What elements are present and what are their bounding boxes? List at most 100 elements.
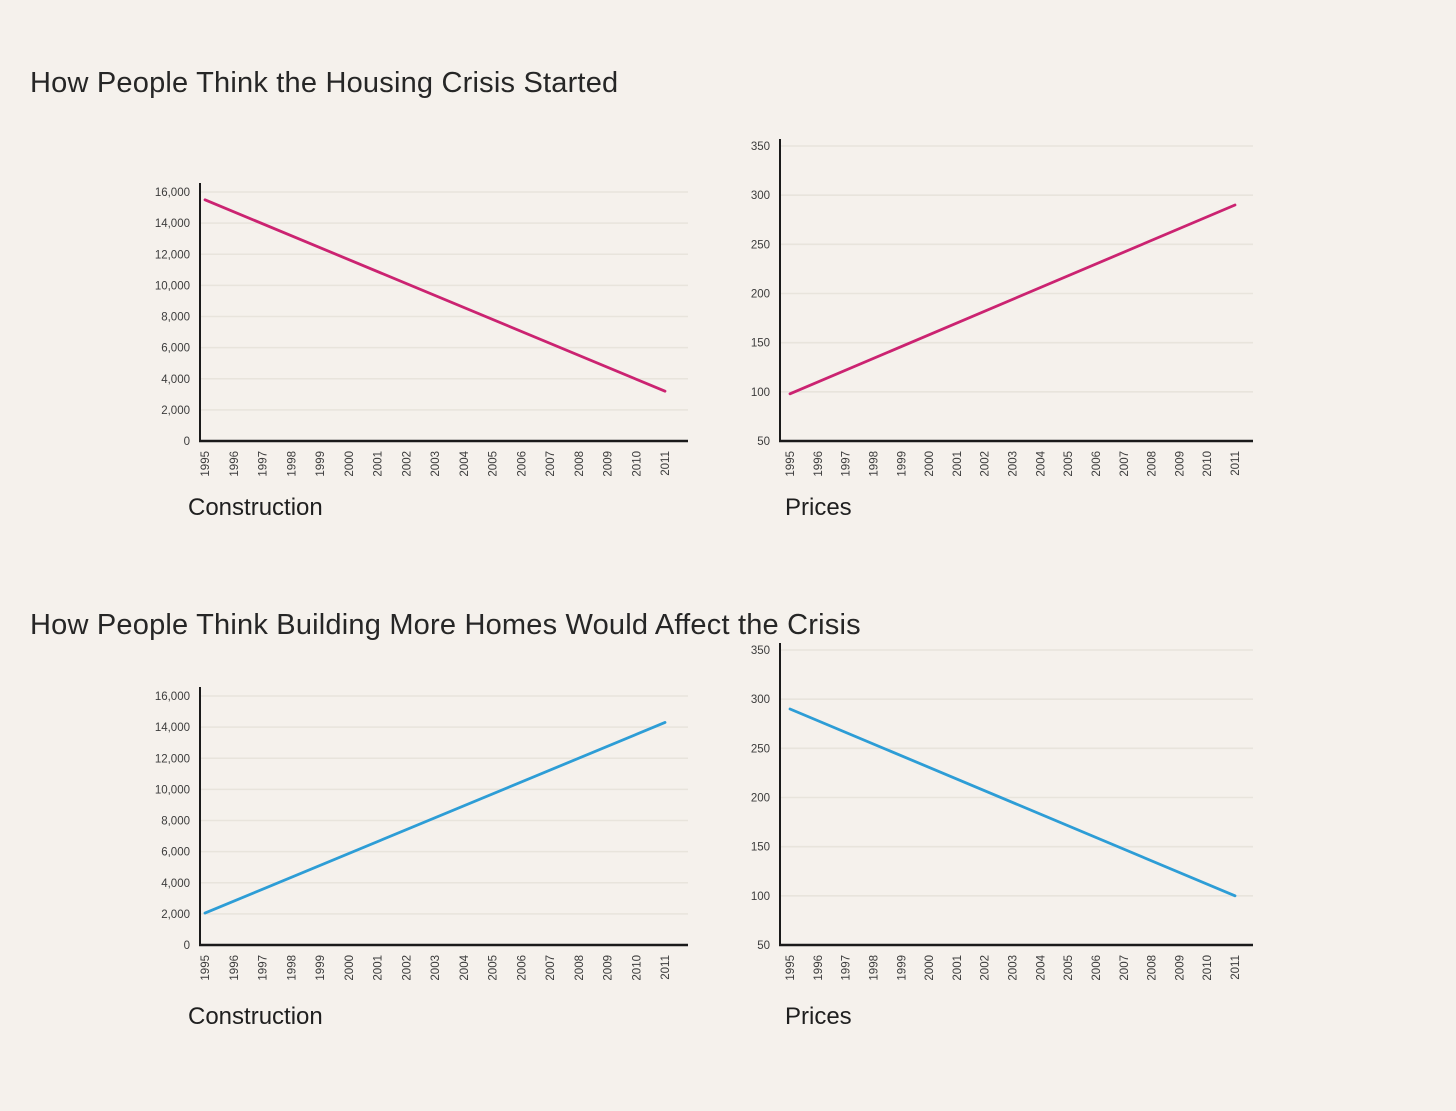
x-axis-tick-labels: 1995 1996 1997 1998 1999 2000 2001 2002 2003 2004… xyxy=(785,954,1242,980)
data-line xyxy=(788,707,1237,898)
y-tick-label: 0 xyxy=(184,436,190,448)
x-tick-label: 2008 xyxy=(574,451,586,477)
chart-crisis-started-prices: 50 100 150 200 250 300 350 1995 1996 1997 1998 1999… xyxy=(720,135,1265,485)
x-tick-label: 2003 xyxy=(1008,955,1020,981)
x-tick-label: 1996 xyxy=(229,451,241,477)
y-tick-label: 16,000 xyxy=(155,691,190,703)
x-tick-label: 2005 xyxy=(488,451,500,477)
x-tick-label: 2004 xyxy=(1035,954,1047,980)
x-tick-label: 2009 xyxy=(603,955,615,981)
x-tick-label: 2005 xyxy=(488,955,500,981)
y-tick-label: 10,000 xyxy=(155,784,190,796)
x-tick-label: 1995 xyxy=(785,451,797,477)
x-tick-label: 2004 xyxy=(459,954,471,980)
x-tick-label: 2011 xyxy=(660,955,672,980)
x-tick-label: 2010 xyxy=(1202,451,1214,477)
x-tick-label: 1997 xyxy=(841,451,853,477)
x-tick-label: 2007 xyxy=(1119,955,1131,981)
y-tick-label: 50 xyxy=(757,436,770,448)
y-tick-label: 200 xyxy=(751,289,770,301)
y-tick-label: 6,000 xyxy=(161,343,190,355)
y-axis-tick-labels: 0 2,000 4,000 6,000 8,000 10,000 12,000 14,000 1… xyxy=(155,691,190,952)
x-tick-label: 2002 xyxy=(401,451,413,477)
x-tick-label: 2001 xyxy=(373,451,385,477)
line-chart-svg: 0 2,000 4,000 6,000 8,000 10,000 12,000 14,000 1… xyxy=(155,687,688,981)
y-tick-label: 8,000 xyxy=(161,312,190,324)
x-tick-label: 1995 xyxy=(200,955,212,981)
x-tick-label: 1997 xyxy=(258,451,270,477)
x-tick-label: 2010 xyxy=(631,451,643,477)
y-axis-tick-labels: 50 100 150 200 250 300 350 xyxy=(751,141,770,448)
x-tick-label: 2006 xyxy=(1091,955,1103,981)
x-tick-label: 2004 xyxy=(459,450,471,476)
x-tick-label: 1997 xyxy=(841,955,853,981)
x-tick-label: 1997 xyxy=(258,955,270,981)
x-tick-label: 2001 xyxy=(952,451,964,477)
y-tick-label: 2,000 xyxy=(161,909,190,921)
chart-building-more-construction: 0 2,000 4,000 6,000 8,000 10,000 12,000 14,000 1… xyxy=(130,639,695,989)
x-tick-label: 1996 xyxy=(229,955,241,981)
x-tick-label: 1999 xyxy=(896,451,908,477)
y-tick-label: 50 xyxy=(757,940,770,952)
y-tick-label: 200 xyxy=(751,793,770,805)
y-tick-label: 4,000 xyxy=(161,374,190,386)
y-tick-label: 16,000 xyxy=(155,187,190,199)
y-tick-label: 100 xyxy=(751,387,770,399)
x-tick-label: 2008 xyxy=(1147,955,1159,981)
y-tick-label: 350 xyxy=(751,645,770,657)
x-tick-label: 2007 xyxy=(545,955,557,981)
chart-caption-crisis-started-prices: Prices xyxy=(785,494,852,521)
y-tick-label: 6,000 xyxy=(161,847,190,859)
chart-caption-building-more-construction: Construction xyxy=(188,1003,323,1030)
x-tick-label: 2001 xyxy=(373,955,385,981)
x-axis-tick-labels: 1995 1996 1997 1998 1999 2000 2001 2002 2003 2004… xyxy=(785,450,1242,476)
x-tick-label: 2010 xyxy=(631,955,643,981)
y-tick-label: 2,000 xyxy=(161,405,190,417)
x-tick-label: 2005 xyxy=(1063,451,1075,477)
x-tick-label: 2007 xyxy=(545,451,557,477)
gridlines xyxy=(201,191,688,411)
x-tick-label: 2010 xyxy=(1202,955,1214,981)
x-tick-label: 2004 xyxy=(1035,450,1047,476)
x-tick-label: 1995 xyxy=(785,955,797,981)
y-tick-label: 8,000 xyxy=(161,816,190,828)
y-tick-label: 10,000 xyxy=(155,280,190,292)
x-tick-label: 1999 xyxy=(896,955,908,981)
x-tick-label: 1995 xyxy=(200,451,212,477)
y-axis-tick-labels: 0 2,000 4,000 6,000 8,000 10,000 12,000 14,000 1… xyxy=(155,187,190,448)
x-tick-label: 2009 xyxy=(603,451,615,477)
y-tick-label: 300 xyxy=(751,190,770,202)
x-tick-label: 2009 xyxy=(1174,451,1186,477)
x-tick-label: 2011 xyxy=(1230,451,1242,476)
x-tick-label: 2005 xyxy=(1063,955,1075,981)
x-axis-tick-labels: 1995 1996 1997 1998 1999 2000 2001 2002 2003 2004… xyxy=(200,450,672,476)
gridlines xyxy=(201,695,688,915)
x-tick-label: 2006 xyxy=(516,451,528,477)
x-tick-label: 2003 xyxy=(430,451,442,477)
x-tick-label: 2003 xyxy=(430,955,442,981)
data-line xyxy=(203,721,667,915)
y-tick-label: 14,000 xyxy=(155,218,190,230)
y-tick-label: 100 xyxy=(751,891,770,903)
x-tick-label: 2002 xyxy=(980,451,992,477)
x-tick-label: 2008 xyxy=(574,955,586,981)
y-tick-label: 350 xyxy=(751,141,770,153)
y-tick-label: 250 xyxy=(751,239,770,251)
x-tick-label: 1996 xyxy=(813,955,825,981)
x-tick-label: 2006 xyxy=(516,955,528,981)
x-tick-label: 2002 xyxy=(980,955,992,981)
gridlines xyxy=(781,145,1253,393)
x-tick-label: 2000 xyxy=(344,955,356,981)
x-axis-tick-labels: 1995 1996 1997 1998 1999 2000 2001 2002 2003 2004… xyxy=(200,954,672,980)
x-tick-label: 2001 xyxy=(952,955,964,981)
line-chart-svg: 50 100 150 200 250 300 350 1995 1996 1997 1998 1999… xyxy=(751,643,1253,981)
chart-caption-crisis-started-construction: Construction xyxy=(188,494,323,521)
y-tick-label: 12,000 xyxy=(155,249,190,261)
x-tick-label: 2011 xyxy=(1230,955,1242,980)
y-tick-label: 0 xyxy=(184,940,190,952)
y-axis-tick-labels: 50 100 150 200 250 300 350 xyxy=(751,645,770,952)
line-chart-svg: 0 2,000 4,000 6,000 8,000 10,000 12,000 14,000 1… xyxy=(155,183,688,477)
x-tick-label: 1998 xyxy=(286,451,298,477)
data-line xyxy=(203,198,667,393)
